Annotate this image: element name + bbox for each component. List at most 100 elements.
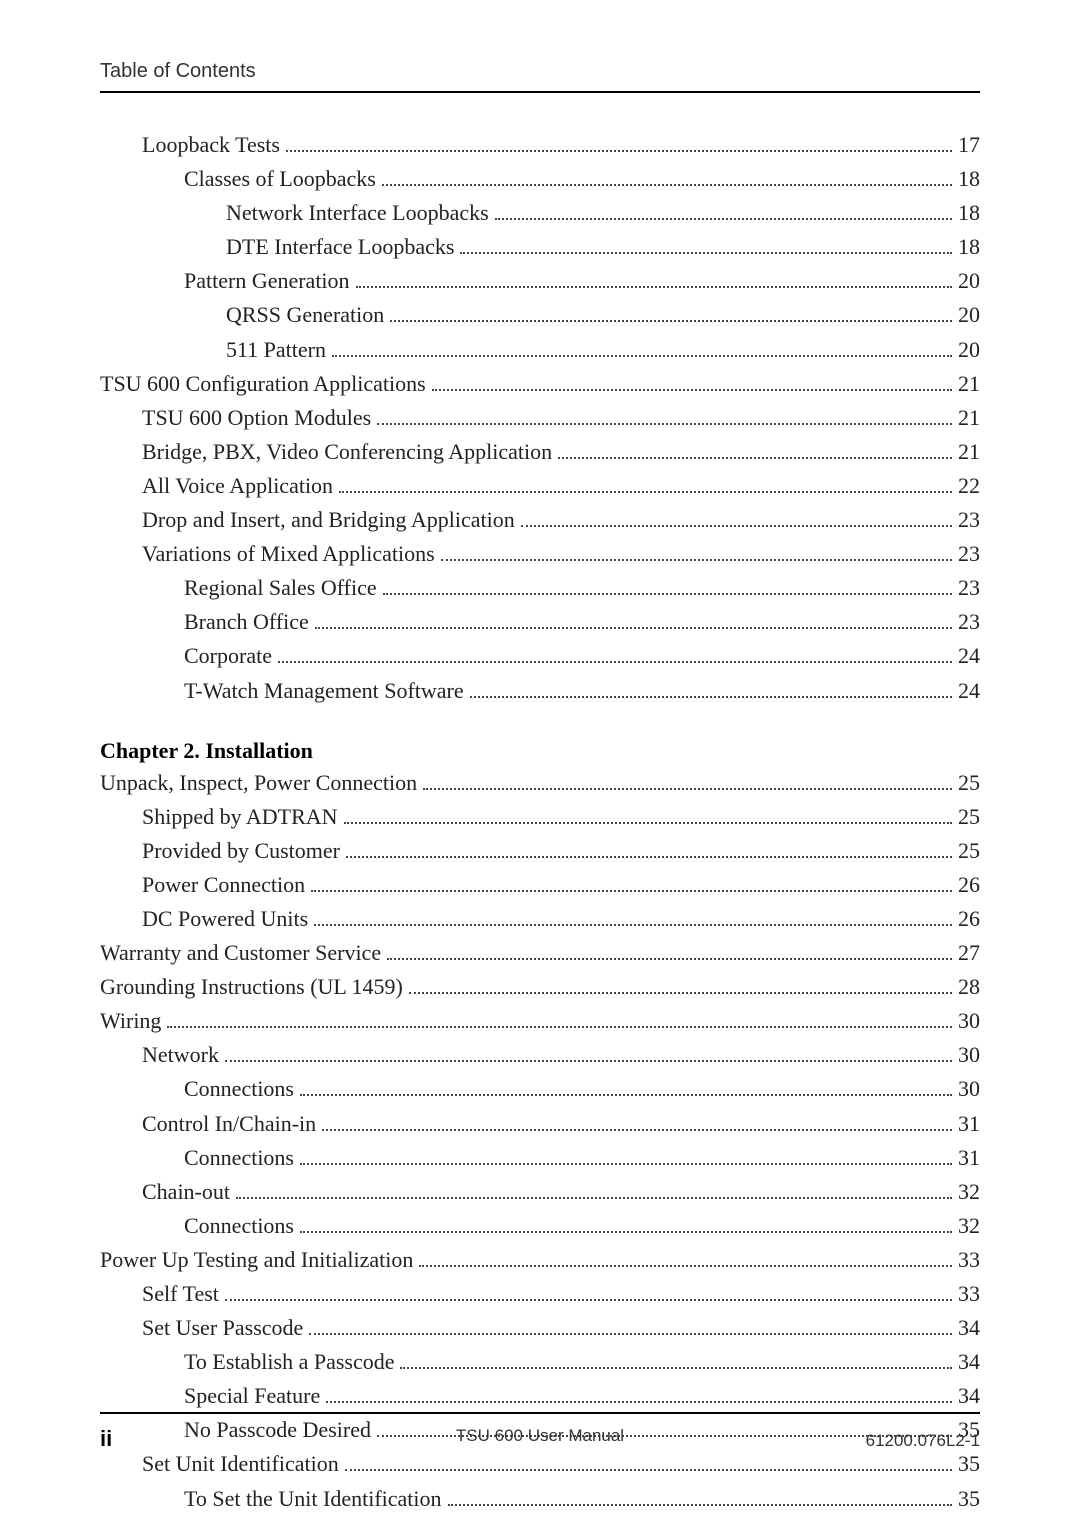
toc-leader-dots bbox=[300, 1163, 952, 1165]
toc-entry-text: Connections bbox=[184, 1141, 298, 1175]
toc-leader-dots bbox=[322, 1129, 952, 1131]
toc-leader-dots bbox=[419, 1265, 952, 1267]
toc-entry-text: T-Watch Management Software bbox=[184, 674, 468, 708]
toc-leader-dots bbox=[346, 856, 952, 858]
toc-leader-dots bbox=[356, 286, 952, 288]
page-header: Table of Contents bbox=[100, 60, 980, 93]
toc-entry: Bridge, PBX, Video Conferencing Applicat… bbox=[100, 435, 980, 469]
toc-entry: Network30 bbox=[100, 1038, 980, 1072]
toc-entry-text: Connections bbox=[184, 1072, 298, 1106]
toc-entry-page: 34 bbox=[954, 1379, 980, 1413]
toc-entry: Variations of Mixed Applications23 bbox=[100, 537, 980, 571]
toc-section-1: Loopback Tests17Classes of Loopbacks18Ne… bbox=[100, 128, 980, 708]
toc-entry-text: DTE Interface Loopbacks bbox=[226, 230, 458, 264]
toc-entry: Self Test33 bbox=[100, 1277, 980, 1311]
toc-entry-page: 33 bbox=[954, 1243, 980, 1277]
toc-entry: Regional Sales Office 23 bbox=[100, 571, 980, 605]
footer-manual-title: TSU 600 User Manual bbox=[456, 1426, 624, 1446]
toc-entry-page: 21 bbox=[954, 367, 980, 401]
toc-entry-page: 26 bbox=[954, 902, 980, 936]
toc-entry-text: Connections bbox=[184, 1209, 298, 1243]
toc-section-2: Unpack, Inspect, Power Connection25Shipp… bbox=[100, 766, 980, 1516]
toc-entry: DTE Interface Loopbacks18 bbox=[100, 230, 980, 264]
toc-entry: Special Feature 34 bbox=[100, 1379, 980, 1413]
toc-entry: QRSS Generation 20 bbox=[100, 298, 980, 332]
toc-leader-dots bbox=[300, 1094, 952, 1096]
toc-entry-text: QRSS Generation bbox=[226, 298, 388, 332]
toc-entry-page: 31 bbox=[954, 1107, 980, 1141]
toc-leader-dots bbox=[278, 661, 952, 663]
toc-entry-text: Set User Passcode bbox=[142, 1311, 307, 1345]
toc-leader-dots bbox=[225, 1060, 952, 1062]
toc-entry-page: 32 bbox=[954, 1209, 980, 1243]
toc-leader-dots bbox=[432, 389, 952, 391]
toc-leader-dots bbox=[300, 1231, 952, 1233]
chapter-2-heading: Chapter 2. Installation bbox=[100, 738, 980, 764]
toc-entry: Branch Office 23 bbox=[100, 605, 980, 639]
toc-leader-dots bbox=[332, 355, 952, 357]
toc-entry: Connections 30 bbox=[100, 1072, 980, 1106]
toc-entry-text: Corporate bbox=[184, 639, 276, 673]
toc-entry-text: Loopback Tests bbox=[142, 128, 284, 162]
toc-entry-text: TSU 600 Configuration Applications bbox=[100, 367, 430, 401]
toc-leader-dots bbox=[383, 593, 952, 595]
toc-entry: Chain-out32 bbox=[100, 1175, 980, 1209]
toc-entry-page: 35 bbox=[954, 1447, 980, 1481]
toc-entry-text: Shipped by ADTRAN bbox=[142, 800, 342, 834]
toc-entry-page: 25 bbox=[954, 834, 980, 868]
toc-entry: To Establish a Passcode 34 bbox=[100, 1345, 980, 1379]
toc-entry: Drop and Insert, and Bridging Applicatio… bbox=[100, 503, 980, 537]
toc-entry-page: 30 bbox=[954, 1072, 980, 1106]
toc-entry-page: 30 bbox=[954, 1038, 980, 1072]
toc-entry-text: Provided by Customer bbox=[142, 834, 344, 868]
toc-entry: Warranty and Customer Service27 bbox=[100, 936, 980, 970]
toc-leader-dots bbox=[521, 525, 952, 527]
toc-leader-dots bbox=[314, 924, 952, 926]
toc-leader-dots bbox=[236, 1197, 952, 1199]
toc-entry-page: 24 bbox=[954, 674, 980, 708]
toc-leader-dots bbox=[382, 184, 952, 186]
toc-entry: Shipped by ADTRAN25 bbox=[100, 800, 980, 834]
toc-entry: 511 Pattern20 bbox=[100, 333, 980, 367]
toc-entry: Network Interface Loopbacks18 bbox=[100, 196, 980, 230]
toc-leader-dots bbox=[309, 1333, 952, 1335]
toc-entry: To Set the Unit Identification35 bbox=[100, 1482, 980, 1516]
toc-entry-text: TSU 600 Option Modules bbox=[142, 401, 375, 435]
toc-entry: Provided by Customer 25 bbox=[100, 834, 980, 868]
toc-entry-text: Power Connection bbox=[142, 868, 309, 902]
toc-entry-page: 20 bbox=[954, 298, 980, 332]
toc-entry: TSU 600 Configuration Applications 21 bbox=[100, 367, 980, 401]
toc-entry-text: 511 Pattern bbox=[226, 333, 330, 367]
toc-entry: Set Unit Identification35 bbox=[100, 1447, 980, 1481]
toc-entry: Control In/Chain-in31 bbox=[100, 1107, 980, 1141]
toc-entry-text: Network Interface Loopbacks bbox=[226, 196, 493, 230]
toc-entry: Unpack, Inspect, Power Connection25 bbox=[100, 766, 980, 800]
toc-entry-text: Branch Office bbox=[184, 605, 313, 639]
toc-entry: Loopback Tests17 bbox=[100, 128, 980, 162]
toc-entry-page: 34 bbox=[954, 1311, 980, 1345]
toc-entry: DC Powered Units26 bbox=[100, 902, 980, 936]
toc-entry-text: Pattern Generation bbox=[184, 264, 354, 298]
toc-leader-dots bbox=[377, 423, 952, 425]
toc-entry-text: Bridge, PBX, Video Conferencing Applicat… bbox=[142, 435, 556, 469]
toc-entry-text: Special Feature bbox=[184, 1379, 324, 1413]
toc-leader-dots bbox=[409, 992, 952, 994]
toc-entry-text: Self Test bbox=[142, 1277, 223, 1311]
toc-entry: Set User Passcode 34 bbox=[100, 1311, 980, 1345]
toc-entry: Wiring30 bbox=[100, 1004, 980, 1038]
toc-entry-text: To Establish a Passcode bbox=[184, 1345, 398, 1379]
toc-entry-page: 21 bbox=[954, 401, 980, 435]
toc-entry-page: 25 bbox=[954, 766, 980, 800]
toc-entry: All Voice Application22 bbox=[100, 469, 980, 503]
toc-entry-page: 34 bbox=[954, 1345, 980, 1379]
toc-entry-page: 23 bbox=[954, 571, 980, 605]
toc-entry: Power Up Testing and Initialization33 bbox=[100, 1243, 980, 1277]
toc-entry: Pattern Generation20 bbox=[100, 264, 980, 298]
toc-entry-page: 23 bbox=[954, 605, 980, 639]
footer-page-number: ii bbox=[100, 1426, 112, 1452]
toc-entry-page: 18 bbox=[954, 162, 980, 196]
page-footer: ii TSU 600 User Manual 61200.076L2-1 bbox=[100, 1412, 980, 1452]
toc-leader-dots bbox=[315, 627, 952, 629]
toc-leader-dots bbox=[311, 890, 952, 892]
toc-entry-text: Regional Sales Office bbox=[184, 571, 381, 605]
